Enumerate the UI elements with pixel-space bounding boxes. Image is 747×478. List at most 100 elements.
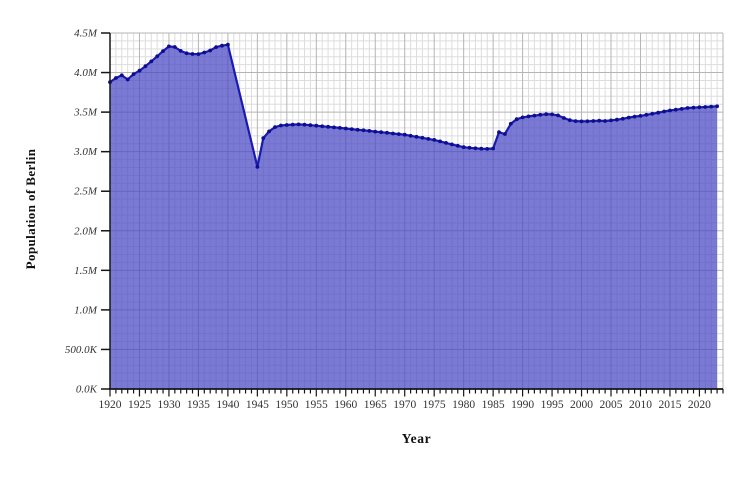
data-point (308, 123, 313, 128)
x-tick-label: 2000 (570, 399, 593, 411)
data-point (650, 111, 655, 116)
x-tick-label: 1980 (452, 399, 475, 411)
data-point (697, 105, 702, 110)
data-point (137, 68, 142, 73)
data-point (668, 108, 672, 113)
data-point (514, 117, 519, 122)
x-tick-label: 1935 (187, 399, 210, 411)
y-tick-label: 500.0K (65, 344, 98, 356)
y-tick-label: 1.5M (74, 265, 98, 277)
x-axis-title: Year (401, 431, 432, 446)
x-tick-label: 1945 (246, 399, 269, 411)
data-point (284, 123, 289, 127)
data-point (373, 129, 378, 134)
y-tick-label: 0.0K (76, 384, 98, 396)
data-point (367, 129, 372, 133)
data-point (349, 127, 354, 131)
data-point (455, 143, 460, 148)
data-point (673, 107, 678, 112)
data-point (361, 128, 366, 133)
data-point (438, 139, 442, 144)
area-fill (110, 44, 718, 389)
data-point (420, 135, 425, 140)
data-point (491, 146, 495, 151)
x-tick-label: 1930 (157, 399, 180, 411)
data-point (709, 104, 714, 109)
data-point (603, 119, 607, 123)
x-tick-label: 1925 (128, 399, 151, 411)
data-point (632, 114, 637, 119)
data-point (302, 122, 307, 127)
x-tick-label: 1990 (511, 399, 534, 411)
data-point (226, 42, 230, 47)
data-point (414, 134, 419, 139)
data-point (261, 136, 266, 141)
x-tick-label: 1960 (334, 399, 357, 411)
y-tick-label: 3.5M (73, 107, 98, 119)
data-point (196, 52, 201, 56)
y-tick-label: 4.0M (74, 67, 98, 79)
data-point (497, 130, 501, 135)
data-point (119, 73, 124, 78)
data-point (338, 126, 342, 130)
data-point (538, 112, 543, 117)
data-point (155, 54, 160, 59)
data-point (143, 64, 148, 69)
data-point (544, 112, 549, 117)
x-tick-label: 2020 (688, 399, 711, 411)
data-point (573, 119, 578, 123)
data-point (656, 110, 661, 115)
x-tick-label: 1995 (541, 399, 564, 411)
data-point (208, 48, 213, 53)
data-point (585, 119, 590, 124)
x-tick-label: 1985 (482, 399, 505, 411)
data-point (355, 127, 360, 132)
data-point (314, 123, 319, 128)
data-point (214, 45, 219, 49)
data-point (379, 130, 383, 135)
data-point (526, 114, 531, 119)
data-point (644, 112, 649, 117)
data-point (550, 112, 554, 117)
data-point (190, 52, 195, 56)
data-point (320, 124, 325, 129)
data-point (479, 146, 484, 151)
y-tick-label: 2.0M (74, 225, 98, 237)
data-point (508, 121, 513, 126)
x-tick-label: 1965 (364, 399, 387, 411)
data-point (626, 115, 631, 120)
y-tick-label: 2.5M (74, 186, 98, 198)
data-point (450, 142, 454, 147)
data-point (290, 122, 295, 127)
data-point (279, 123, 283, 128)
x-tick-label: 2010 (629, 399, 652, 411)
data-point (202, 50, 207, 55)
data-point (267, 129, 271, 134)
data-point (125, 77, 130, 82)
data-point (255, 165, 260, 169)
y-tick-label: 4.5M (74, 28, 98, 40)
data-point (597, 118, 602, 123)
data-point (532, 113, 537, 118)
data-point (167, 44, 171, 49)
x-tick-label: 1920 (99, 399, 122, 411)
data-point (679, 107, 684, 111)
data-point (609, 118, 613, 123)
data-point (149, 59, 154, 64)
data-point (326, 124, 330, 129)
x-tick-label: 1970 (393, 399, 416, 411)
data-point (503, 132, 507, 136)
data-point (461, 145, 466, 150)
data-point (343, 126, 348, 131)
x-tick-label: 2015 (658, 399, 681, 411)
data-point (662, 109, 666, 114)
data-point (579, 119, 584, 124)
x-tick-label: 1950 (275, 399, 298, 411)
data-point (332, 125, 336, 130)
data-point (556, 113, 560, 118)
data-point (296, 122, 301, 127)
y-axis-title: Population of Berlin (23, 148, 38, 270)
data-point (562, 116, 566, 120)
data-point (467, 145, 472, 150)
